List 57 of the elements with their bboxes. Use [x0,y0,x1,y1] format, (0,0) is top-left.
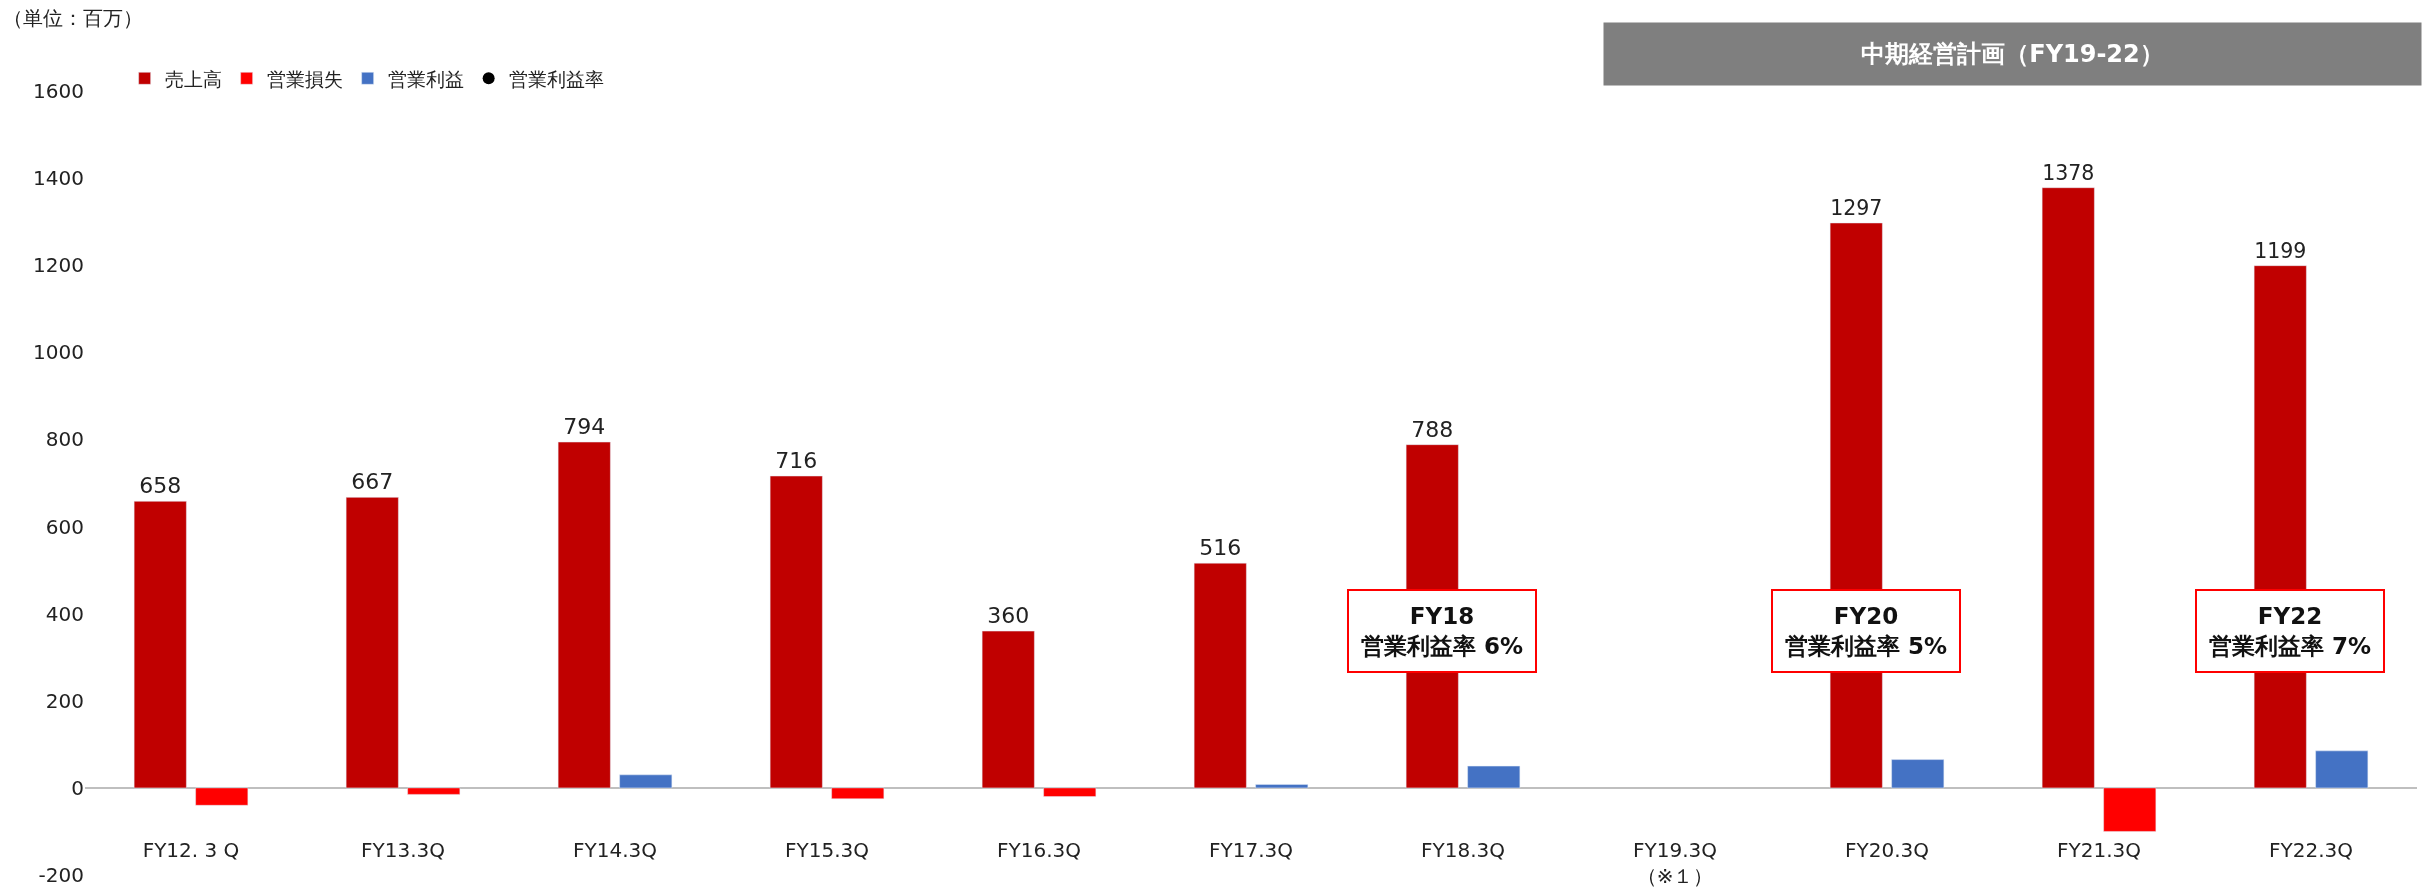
bar [1255,784,1309,789]
annotation: FY20 営業利益率 5% [1785,603,1948,659]
x-tick-label: FY21.3Q [2057,837,2141,862]
data-label: 788 [1411,416,1454,442]
x-tick-label: FY18.3Q [1421,837,1505,862]
y-tick-label: 1000 [33,340,84,365]
y-tick-label: 600 [45,514,84,539]
bar [769,475,823,789]
text: （単位：百万） [3,6,143,30]
bar [133,501,187,789]
bar [2041,187,2095,789]
bar [981,630,1035,789]
x-tick-label: FY15.3Q [785,837,869,862]
y-tick-label: -200 [38,863,84,887]
y-tick-label: 1200 [33,253,84,278]
data-label: 716 [775,448,818,474]
bar [831,787,885,800]
x-tick-label: FY19.3Q （※１） [1633,837,1717,888]
x-tick-label: FY20.3Q [1845,837,1929,862]
x-tick-label: FY12. 3 Q [142,837,240,862]
annotation: FY18 営業利益率 6% [1361,603,1524,659]
bar [557,441,611,789]
data-label: 667 [351,469,394,495]
bar [407,787,461,795]
data-label: 658 [139,473,182,499]
bar [619,774,673,789]
bar [1043,787,1097,797]
x-tick-label: FY22.3Q [2269,837,2353,862]
bar [1891,759,1945,789]
data-label: 1297 [1830,196,1883,221]
x-tick-label: FY14.3Q [573,837,657,862]
legend-label: 営業利益 [387,67,464,90]
annotation: FY22 営業利益率 7% [2209,603,2372,659]
legend-label: 売上高 [164,67,222,90]
legend-label: 営業損失 [266,67,343,90]
data-label: 360 [987,603,1030,629]
bar [345,497,399,789]
data-label: 794 [563,414,606,440]
x-tick-label: FY17.3Q [1209,837,1293,862]
y-tick-label: 200 [45,688,84,713]
x-tick-label: FY16.3Q [997,837,1081,862]
bar [1467,765,1521,789]
x-tick-label: FY13.3Q [361,837,445,862]
bar [195,787,249,806]
text: 中期経営計画（FY19-22） [1861,40,2164,68]
y-tick-label: 1400 [33,166,84,191]
bar [1193,562,1247,789]
y-tick-label: 1600 [33,79,84,103]
bar [2103,787,2157,832]
data-label: 516 [1199,535,1242,561]
data-label: 1378 [2042,161,2095,186]
y-tick-label: 800 [45,427,84,452]
bar [2315,750,2369,789]
y-tick-label: 400 [45,601,84,626]
y-tick-label: 0 [71,775,84,800]
legend-label: 営業利益率 [508,67,604,90]
data-label: 1199 [2254,238,2307,263]
